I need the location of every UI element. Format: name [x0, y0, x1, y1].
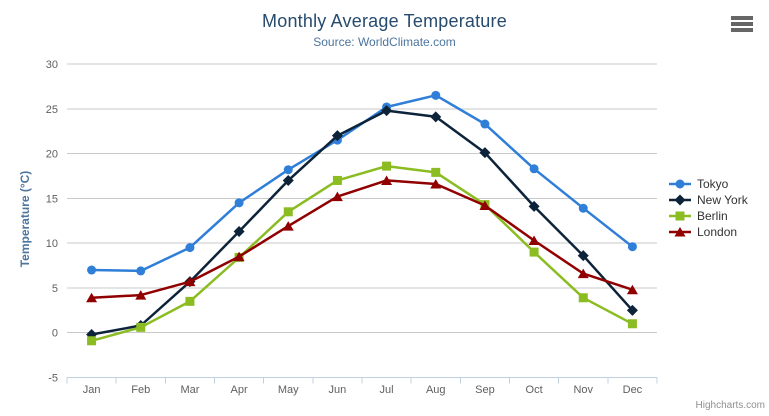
y-axis-tick-label: 10 — [46, 238, 58, 250]
series-line — [90, 179, 634, 300]
x-axis-tick-label: Jul — [380, 384, 394, 396]
highcharts-credit[interactable]: Highcharts.com — [695, 400, 765, 411]
square-data-point[interactable] — [136, 322, 146, 332]
legend-item-berlin[interactable]: Berlin — [668, 208, 748, 224]
legend-label: Berlin — [697, 209, 728, 223]
diamond-data-point[interactable] — [282, 174, 294, 186]
triangle-data-point[interactable] — [282, 221, 294, 231]
legend: Tokyo New York Berlin London — [668, 176, 748, 240]
y-axis-tick-label: 25 — [46, 104, 58, 116]
legend-label: New York — [697, 193, 748, 207]
y-axis-tick-label: 5 — [52, 283, 58, 295]
triangle-data-point[interactable] — [135, 290, 147, 300]
square-data-point[interactable] — [627, 319, 637, 329]
circle-data-point[interactable] — [87, 265, 97, 275]
series-london — [86, 175, 638, 303]
y-axis-tick-label: 15 — [46, 193, 58, 205]
circle-data-point[interactable] — [627, 242, 637, 252]
diamond-data-point[interactable] — [381, 105, 393, 117]
x-axis-tick-label: Feb — [131, 384, 150, 396]
circle-data-point[interactable] — [185, 243, 195, 253]
chart-title: Monthly Average Temperature — [262, 11, 507, 31]
triangle-data-point[interactable] — [381, 175, 393, 185]
diamond-data-point[interactable] — [331, 130, 343, 142]
square-data-point[interactable] — [529, 247, 539, 257]
triangle-data-point[interactable] — [233, 251, 245, 262]
triangle-data-point[interactable] — [184, 276, 196, 287]
square-data-point[interactable] — [431, 167, 441, 177]
square-data-point[interactable] — [382, 161, 392, 171]
diamond-data-point[interactable] — [233, 225, 245, 237]
series-tokyo — [87, 90, 637, 276]
export-menu-icon[interactable] — [731, 16, 753, 32]
x-axis-tick-label: Dec — [623, 384, 643, 396]
x-axis-tick-label: Oct — [526, 384, 543, 396]
triangle-data-point[interactable] — [528, 235, 540, 245]
burger-bar — [731, 22, 753, 26]
triangle-marker-icon — [668, 226, 692, 238]
y-axis-tick-label: 30 — [46, 59, 58, 71]
legend-item-tokyo[interactable]: Tokyo — [668, 176, 748, 192]
diamond-data-point[interactable] — [626, 304, 638, 316]
circle-marker-icon — [668, 178, 692, 190]
square-marker-icon — [668, 210, 692, 222]
diamond-data-point[interactable] — [577, 250, 589, 262]
x-axis-tick-label: Mar — [180, 384, 199, 396]
x-axis-tick-label: Sep — [475, 384, 495, 396]
triangle-data-point[interactable] — [331, 191, 343, 202]
y-axis-tick-label: 0 — [52, 328, 58, 340]
circle-data-point[interactable] — [578, 203, 588, 213]
x-axis-tick-label: Nov — [573, 384, 593, 396]
series-line — [90, 164, 634, 343]
triangle-legend-marker-icon[interactable] — [674, 227, 686, 237]
circle-legend-marker-icon[interactable] — [675, 179, 685, 189]
triangle-data-point[interactable] — [577, 268, 589, 279]
square-data-point[interactable] — [185, 296, 195, 306]
series-line — [90, 94, 634, 273]
circle-data-point[interactable] — [283, 165, 293, 175]
y-axis-title: Temperature (°C) — [18, 170, 32, 268]
triangle-data-point[interactable] — [479, 200, 491, 211]
diamond-legend-marker-icon[interactable] — [674, 194, 686, 206]
legend-label: London — [697, 225, 738, 239]
diamond-data-point[interactable] — [430, 111, 442, 123]
legend-item-london[interactable]: London — [668, 224, 748, 240]
square-legend-marker-icon[interactable] — [675, 211, 685, 221]
x-axis-tick-label: Jan — [83, 384, 101, 396]
square-data-point[interactable] — [332, 175, 342, 185]
triangle-data-point[interactable] — [430, 179, 442, 189]
triangle-data-point[interactable] — [86, 292, 98, 303]
x-axis-tick-label: Apr — [231, 384, 248, 396]
circle-data-point[interactable] — [136, 266, 146, 276]
circle-data-point[interactable] — [234, 198, 244, 208]
y-axis-tick-label: 20 — [46, 149, 58, 161]
x-axis-tick-label: Aug — [426, 384, 446, 396]
square-data-point[interactable] — [87, 336, 97, 346]
square-data-point[interactable] — [578, 293, 588, 303]
circle-data-point[interactable] — [529, 164, 539, 174]
diamond-marker-icon — [668, 194, 692, 206]
legend-item-new-york[interactable]: New York — [668, 192, 748, 208]
x-axis-tick-label: Jun — [329, 384, 347, 396]
chart-subtitle: Source: WorldClimate.com — [313, 35, 456, 49]
x-axis-tick-label: May — [278, 384, 299, 396]
circle-data-point[interactable] — [480, 119, 490, 129]
series-line — [90, 109, 634, 336]
diamond-data-point[interactable] — [528, 200, 540, 212]
circle-data-point[interactable] — [431, 90, 441, 100]
series-new-york — [86, 105, 638, 341]
square-data-point[interactable] — [283, 207, 293, 217]
diamond-data-point[interactable] — [479, 147, 491, 159]
y-axis-tick-label: -5 — [48, 373, 58, 385]
burger-bar — [731, 28, 753, 32]
legend-label: Tokyo — [697, 177, 729, 191]
triangle-data-point[interactable] — [626, 284, 638, 295]
burger-bar — [731, 16, 753, 20]
